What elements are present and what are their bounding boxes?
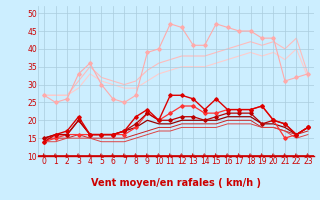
X-axis label: Vent moyen/en rafales ( km/h ): Vent moyen/en rafales ( km/h ) [91, 178, 261, 188]
